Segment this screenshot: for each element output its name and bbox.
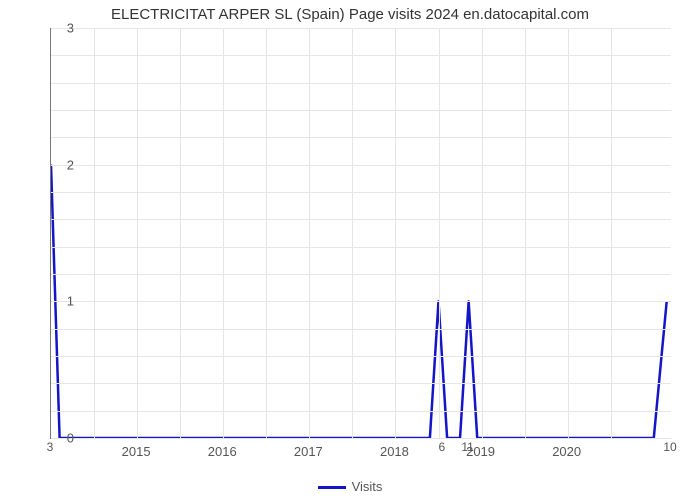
visits-chart: ELECTRICITAT ARPER SL (Spain) Page visit… (0, 0, 700, 500)
x-extra-label: 6 (438, 440, 445, 454)
chart-line-layer (51, 28, 671, 438)
x-extra-label: 10 (663, 440, 676, 454)
y-tick-label: 0 (54, 431, 74, 446)
x-tick-label: 2015 (122, 444, 151, 459)
x-tick-label: 2017 (294, 444, 323, 459)
legend: Visits (0, 479, 700, 494)
y-tick-label: 1 (54, 294, 74, 309)
x-extra-label: 11 (461, 440, 473, 454)
x-extra-label: 3 (47, 440, 54, 454)
x-tick-label: 2016 (208, 444, 237, 459)
chart-title: ELECTRICITAT ARPER SL (Spain) Page visit… (0, 6, 700, 23)
plot-area (50, 28, 671, 439)
legend-swatch (318, 486, 346, 489)
y-tick-label: 3 (54, 21, 74, 36)
legend-label: Visits (352, 479, 383, 494)
x-tick-label: 2018 (380, 444, 409, 459)
y-tick-label: 2 (54, 157, 74, 172)
x-tick-label: 2020 (552, 444, 581, 459)
